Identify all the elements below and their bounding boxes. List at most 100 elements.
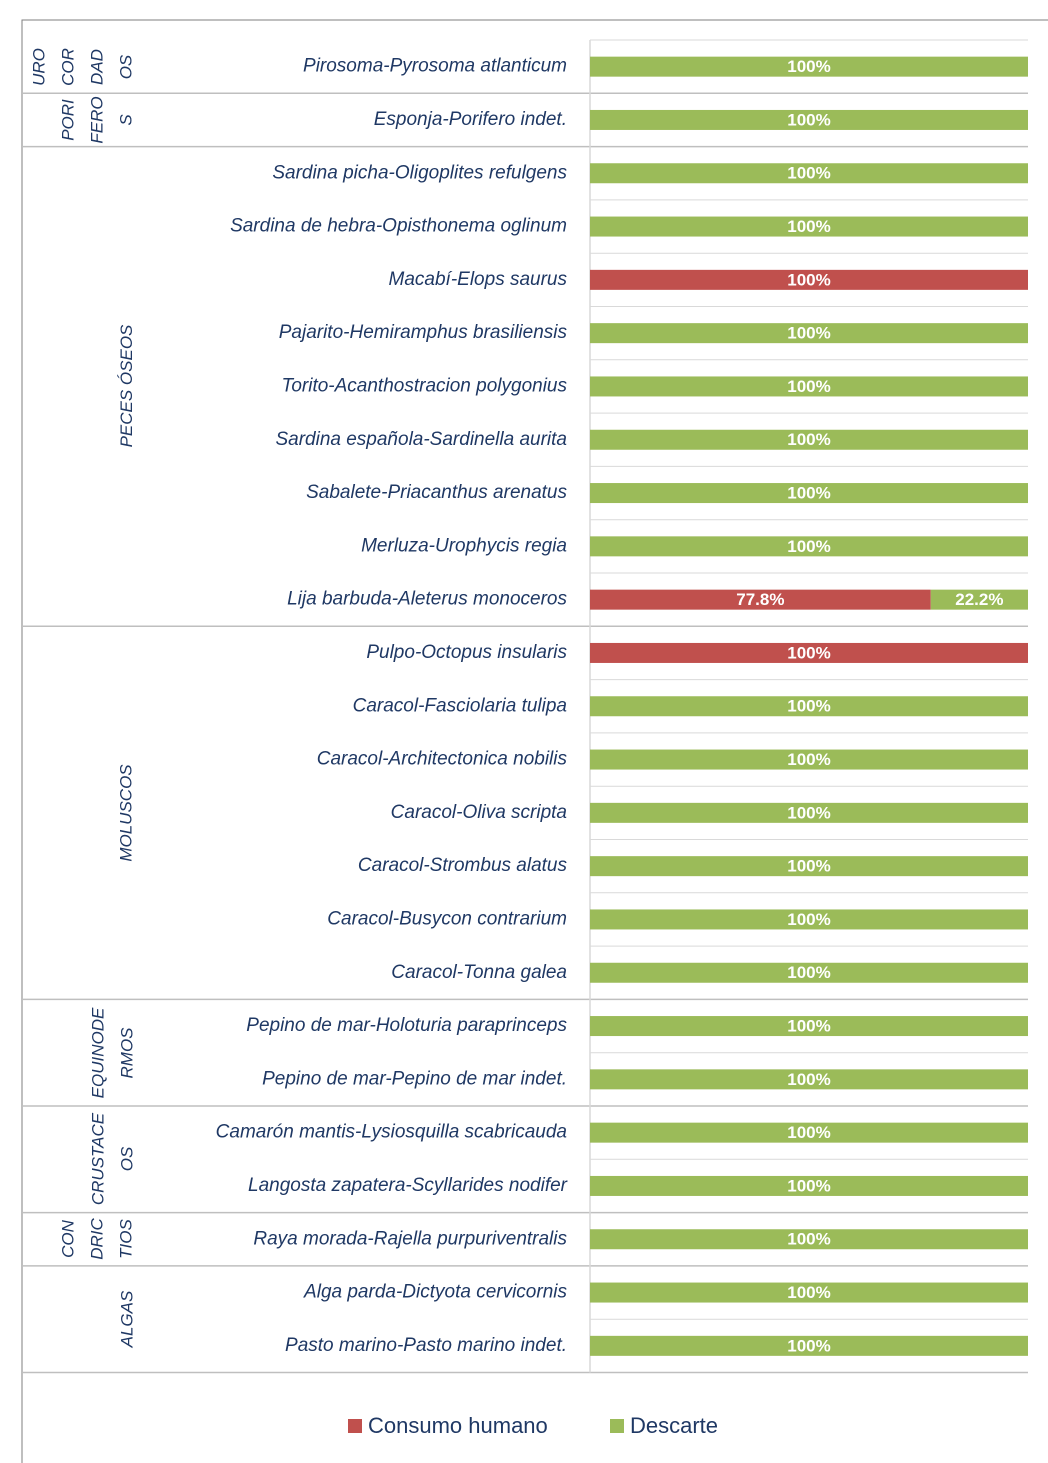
bar-segment [590, 1122, 1028, 1143]
category-label: Caracol-Busycon contrarium [327, 908, 567, 929]
group-label-text: MOLUSCOS [117, 764, 136, 862]
group-label-text: UROCORDADOS [29, 47, 136, 86]
group-label-text: CRUSTACEOS [87, 1113, 136, 1206]
value-label: 100% [787, 1283, 830, 1302]
bar-segment [590, 642, 1028, 663]
value-label: 100% [787, 1176, 830, 1195]
category-label: Sardina picha-Oligoplites refulgens [272, 162, 567, 183]
value-label: 100% [787, 377, 830, 396]
bar-segment [590, 323, 1028, 344]
category-label: Pirosoma-Pyrosoma atlanticum [303, 56, 567, 77]
category-label: Camarón mantis-Lysiosquilla scabricauda [216, 1122, 567, 1143]
bar-segment [590, 109, 1028, 130]
value-label: 100% [787, 1017, 830, 1036]
value-label: 100% [787, 1070, 830, 1089]
legend-label: Descarte [630, 1413, 718, 1438]
bar-segment [590, 163, 1028, 184]
bar-segment [930, 589, 1028, 610]
category-label: Sardina española-Sardinella aurita [275, 429, 567, 450]
category-label: Torito-Acanthostracion polygonius [281, 375, 567, 396]
bar-segment [590, 1069, 1028, 1090]
category-label: Caracol-Oliva scripta [391, 802, 567, 823]
category-label: Merluza-Urophycis regia [361, 535, 567, 556]
value-label: 100% [787, 164, 830, 183]
category-label: Macabí-Elops saurus [389, 269, 568, 290]
bar-segment [590, 1016, 1028, 1037]
group-label-text: CONDRICTIOS [58, 1218, 136, 1261]
category-label: Pulpo-Octopus insularis [366, 642, 567, 663]
bar-segment [590, 696, 1028, 717]
value-label: 100% [787, 484, 830, 503]
category-label: Caracol-Strombus alatus [358, 855, 568, 876]
value-label: 100% [787, 324, 830, 343]
bar-segment [590, 802, 1028, 823]
group-label: CONDRICTIOS [23, 1216, 141, 1263]
group-label: ALGAS [23, 1269, 141, 1370]
bar-segment [590, 962, 1028, 983]
category-label: Alga parda-Dictyota cervicornis [303, 1282, 567, 1303]
bar-segment [590, 1335, 1028, 1356]
category-label: Pajarito-Hemiramphus brasiliensis [279, 322, 568, 343]
group-label: MOLUSCOS [23, 629, 141, 996]
category-label: Lija barbuda-Aleterus monoceros [287, 589, 567, 610]
value-label: 100% [787, 430, 830, 449]
bar-segment [590, 1282, 1028, 1303]
category-label: Sabalete-Priacanthus arenatus [306, 482, 567, 503]
category-label: Langosta zapatera-Scyllarides nodifer [248, 1175, 568, 1196]
value-label: 100% [787, 750, 830, 769]
value-label: 100% [787, 57, 830, 76]
bar-segment [590, 216, 1028, 237]
category-label: Caracol-Fasciolaria tulipa [353, 695, 567, 716]
bar-segment [590, 376, 1028, 397]
value-label: 22.2% [955, 590, 1003, 609]
group-label-text: ALGAS [116, 1290, 136, 1348]
group-label-text: EQUINODERMOS [87, 1007, 136, 1099]
category-label: Sardina de hebra-Opisthonema oglinum [230, 216, 567, 237]
value-label: 100% [787, 270, 830, 289]
category-label: Raya morada-Rajella purpuriventralis [253, 1228, 567, 1249]
value-label: 77.8% [736, 590, 784, 609]
category-label: Pepino de mar-Holoturia paraprinceps [246, 1015, 567, 1036]
bar-segment [590, 269, 1028, 290]
bar-segment [590, 536, 1028, 557]
chart-border [21, 19, 1048, 1463]
category-label: Pepino de mar-Pepino de mar indet. [262, 1068, 567, 1089]
legend-swatch [610, 1419, 624, 1433]
bar-segment [590, 1175, 1028, 1196]
group-label: PECES ÓSEOS [23, 150, 141, 624]
category-label: Esponja-Porifero indet. [374, 109, 567, 130]
bar-segment [590, 1229, 1028, 1250]
value-label: 100% [787, 697, 830, 716]
category-label: Pasto marino-Pasto marino indet. [285, 1335, 567, 1356]
group-label-text: PORIFEROS [58, 96, 136, 144]
value-label: 100% [787, 1230, 830, 1249]
bar-segment [590, 749, 1028, 770]
value-label: 100% [787, 643, 830, 662]
value-label: 100% [787, 910, 830, 929]
group-label: UROCORDADOS [23, 43, 141, 90]
bar-segment [590, 589, 931, 610]
group-label: EQUINODERMOS [23, 1002, 141, 1103]
group-label-text: PECES ÓSEOS [117, 325, 136, 448]
bar-segment [590, 429, 1028, 450]
value-label: 100% [787, 217, 830, 236]
value-label: 100% [787, 857, 830, 876]
legend-label: Consumo humano [368, 1413, 548, 1438]
value-label: 100% [787, 110, 830, 129]
value-label: 100% [787, 1123, 830, 1142]
bar-segment [590, 909, 1028, 930]
category-label: Caracol-Tonna galea [391, 962, 567, 983]
value-label: 100% [787, 1336, 830, 1355]
category-label: Caracol-Architectonica nobilis [317, 749, 568, 770]
value-label: 100% [787, 537, 830, 556]
value-label: 100% [787, 803, 830, 822]
value-label: 100% [787, 963, 830, 982]
group-label: CRUSTACEOS [23, 1109, 141, 1210]
bar-segment [590, 483, 1028, 504]
bar-segment [590, 56, 1028, 77]
bar-segment [590, 856, 1028, 877]
group-label: PORIFEROS [23, 96, 141, 143]
legend-swatch [348, 1419, 362, 1433]
